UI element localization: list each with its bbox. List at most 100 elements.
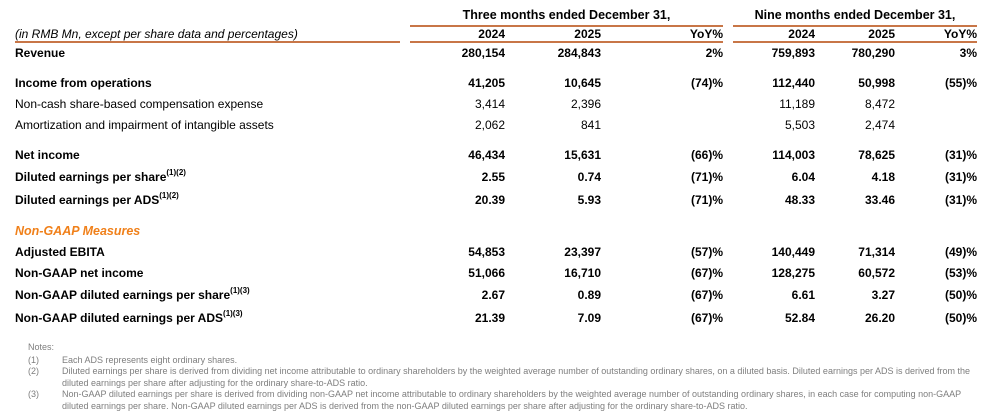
row-label: Net income xyxy=(15,144,400,165)
cell-value: 2,062 xyxy=(474,117,505,132)
section-header-text: Non-GAAP Measures xyxy=(15,223,141,238)
row-label-text: Diluted earnings per ADS xyxy=(15,193,160,207)
gap-cell xyxy=(723,262,733,283)
cell-value: (50)% xyxy=(944,310,977,325)
cell-value: 5,503 xyxy=(784,117,815,132)
cell-value: 759,893 xyxy=(771,46,815,60)
row-label: Non-GAAP net income xyxy=(15,262,400,283)
cell-value: (67)% xyxy=(690,265,723,280)
gap-cell xyxy=(723,42,733,63)
gap-cell xyxy=(400,241,410,262)
table-row-diluted-eps: Diluted earnings per share(1)(2) 2.55 0.… xyxy=(15,165,977,188)
row-label-text: Amortization and impairment of intangibl… xyxy=(15,117,274,132)
group-header-gap xyxy=(723,8,733,26)
cell-value: 5.93 xyxy=(577,192,601,207)
cell-value: (53)% xyxy=(944,265,977,280)
cell-value: 50,998 xyxy=(858,75,895,90)
income-statement-table: Three months ended December 31, Nine mon… xyxy=(15,8,977,329)
column-header-2025-9m: 2025 xyxy=(815,26,895,43)
group-header-gap xyxy=(400,8,410,26)
cell-value: 2,396 xyxy=(570,96,601,111)
footnote-item: (2) Diluted earnings per share is derive… xyxy=(28,366,980,389)
footnote-text: Diluted earnings per share is derived fr… xyxy=(62,366,971,388)
row-label-text: Non-GAAP diluted earnings per ADS xyxy=(15,311,224,325)
cell-value: (71)% xyxy=(690,169,723,184)
gap-cell xyxy=(400,165,410,188)
footnote-item: (1) Each ADS represents eight ordinary s… xyxy=(28,355,980,367)
table-row-amortization-impairment: Amortization and impairment of intangibl… xyxy=(15,114,977,135)
footnotes: Notes: (1) Each ADS represents eight ord… xyxy=(15,342,980,413)
cell-value: (50)% xyxy=(944,287,977,302)
row-label: Revenue xyxy=(15,42,400,63)
table-row-non-gaap-diluted-eps: Non-GAAP diluted earnings per share(1)(3… xyxy=(15,283,977,306)
gap-cell xyxy=(723,165,733,188)
footnote-ref: (1)(3) xyxy=(230,286,250,295)
row-label: Diluted earnings per share(1)(2) xyxy=(15,165,400,188)
cell-value: 6.61 xyxy=(791,287,815,302)
cell-value: (49)% xyxy=(944,244,977,259)
cell-value: 3% xyxy=(959,46,977,60)
row-label-text: Non-cash share-based compensation expens… xyxy=(15,96,264,111)
cell-value: 41,205 xyxy=(468,75,505,90)
gap-cell xyxy=(400,283,410,306)
table-row-diluted-eads: Diluted earnings per ADS(1)(2) 20.39 5.9… xyxy=(15,188,977,211)
gap-cell xyxy=(723,306,733,329)
cell-value: 2% xyxy=(705,46,723,60)
cell-value: 0.74 xyxy=(577,169,601,184)
gap-cell xyxy=(723,283,733,306)
row-label-text: Income from operations xyxy=(15,75,152,90)
row-label: Income from operations xyxy=(15,72,400,93)
group-header-nine-months: Nine months ended December 31, xyxy=(733,8,977,27)
cell-value: 51,066 xyxy=(468,265,505,280)
footnote-item: (3) Non-GAAP diluted earnings per share … xyxy=(28,389,980,412)
cell-value: 4.18 xyxy=(871,169,895,184)
cell-value xyxy=(895,93,977,114)
cell-value: 26.20 xyxy=(864,310,895,325)
table-row-income-from-operations: Income from operations 41,205 10,645 (74… xyxy=(15,72,977,93)
row-label-text: Net income xyxy=(15,147,80,162)
period-group-header-row: Three months ended December 31, Nine mon… xyxy=(15,8,977,27)
cell-value: (67)% xyxy=(690,310,723,325)
cell-value xyxy=(601,114,723,135)
cell-value: (31)% xyxy=(944,169,977,184)
cell-value: (74)% xyxy=(690,75,723,90)
cell-value: 2.55 xyxy=(481,169,505,184)
gap-cell xyxy=(723,114,733,135)
gap-cell xyxy=(400,42,410,63)
row-label: Amortization and impairment of intangibl… xyxy=(15,114,400,135)
gap-cell xyxy=(723,241,733,262)
column-header-2024-9m: 2024 xyxy=(733,26,815,43)
cell-value: (57)% xyxy=(690,244,723,259)
footnote-text: Each ADS represents eight ordinary share… xyxy=(62,354,238,365)
row-label-text: Adjusted EBITA xyxy=(15,244,105,259)
row-label: Adjusted EBITA xyxy=(15,241,400,262)
cell-value: 2,474 xyxy=(864,117,895,132)
cell-value: 8,472 xyxy=(864,96,895,111)
row-label-text: Revenue xyxy=(15,46,66,60)
cell-value: 48.33 xyxy=(784,192,815,207)
section-header-non-gaap: Non-GAAP Measures xyxy=(15,220,977,241)
cell-value: 23,397 xyxy=(564,244,601,259)
row-label-text: Diluted earnings per share xyxy=(15,170,167,184)
cell-value: 78,625 xyxy=(858,147,895,162)
cell-value: 15,631 xyxy=(564,147,601,162)
cell-value: 6.04 xyxy=(791,169,815,184)
cell-value: 2.67 xyxy=(481,287,505,302)
cell-value: (66)% xyxy=(690,147,723,162)
cell-value: 10,645 xyxy=(564,75,601,90)
group-header-spacer xyxy=(15,8,400,26)
cell-value: 46,434 xyxy=(468,147,505,162)
footnote-number: (1) xyxy=(28,354,39,365)
gap-cell xyxy=(400,93,410,114)
cell-value: 20.39 xyxy=(474,192,505,207)
footnote-ref: (1)(3) xyxy=(223,309,243,318)
gap-cell xyxy=(723,144,733,165)
cell-value: 0.89 xyxy=(577,287,601,302)
table-row-net-income: Net income 46,434 15,631 (66)% 114,003 7… xyxy=(15,144,977,165)
row-label: Non-GAAP diluted earnings per ADS(1)(3) xyxy=(15,306,400,329)
row-label: Non-GAAP diluted earnings per share(1)(3… xyxy=(15,283,400,306)
footnote-number: (3) xyxy=(28,389,39,400)
column-header-gap xyxy=(400,26,410,42)
column-header-yoy-q: YoY% xyxy=(601,26,723,43)
